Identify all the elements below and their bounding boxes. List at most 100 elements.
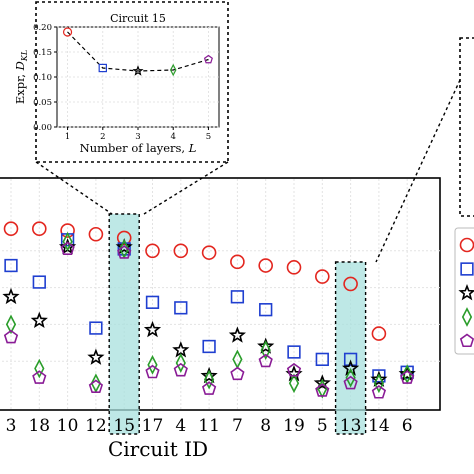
inset-y-tick-label: 0.00 — [33, 123, 52, 133]
diamond-marker — [90, 373, 102, 394]
diamond-marker — [119, 239, 130, 259]
diamond-marker — [175, 353, 186, 373]
x-tick-label: 3 — [6, 416, 17, 436]
pentagon-marker — [315, 383, 330, 397]
circle-marker — [286, 260, 302, 275]
circle-marker — [116, 230, 132, 246]
main-x-axis-label: Circuit ID — [108, 437, 208, 461]
square-marker — [89, 321, 103, 335]
star-marker — [228, 326, 247, 343]
inset-frame — [35, 1, 229, 163]
main-grid — [0, 179, 440, 409]
pentagon-marker — [117, 245, 132, 259]
x-tick-label: 12 — [85, 416, 107, 436]
diamond-marker — [373, 373, 385, 394]
star-marker — [200, 366, 218, 384]
right-inset-frame — [459, 37, 474, 217]
circle-marker — [3, 221, 19, 237]
inset-y-tick-label: 0.20 — [33, 23, 52, 33]
diamond-marker — [34, 358, 45, 379]
main-x-tick-labels: 3 18 10 12 15 17 4 11 7 8 19 5 13 14 6 — [6, 416, 413, 436]
circle-marker — [343, 276, 358, 292]
legend-star-marker — [458, 283, 474, 301]
legend-square-marker — [460, 262, 474, 276]
pentagon-marker — [400, 370, 415, 384]
inset-x-tick-label: 5 — [206, 132, 211, 142]
pentagon-marker — [286, 362, 302, 377]
square-marker — [202, 339, 216, 354]
inset-y-tick-label: 0.05 — [33, 98, 52, 108]
pentagon-marker — [343, 375, 358, 390]
inset-circle-marker — [62, 27, 73, 37]
pentagon-marker — [201, 381, 217, 395]
diamond-marker — [203, 369, 215, 390]
diamond-marker — [260, 340, 271, 361]
x-tick-label: 10 — [57, 416, 79, 436]
inset-tick-labels: 0.00 0.05 0.10 0.15 0.20 1 2 3 4 5 — [33, 23, 211, 142]
x-tick-label: 8 — [260, 416, 271, 436]
pentagon-marker — [371, 384, 387, 399]
highlight-band — [334, 261, 367, 435]
inset-y-tick-label: 0.10 — [33, 73, 52, 83]
x-tick-label: 15 — [113, 416, 135, 436]
x-tick-label: 4 — [175, 416, 186, 436]
x-tick-label: 6 — [402, 416, 413, 436]
right-callout-line — [375, 79, 461, 263]
star-marker — [341, 359, 360, 376]
inset-x-tick-label: 3 — [135, 132, 140, 142]
square-marker — [117, 242, 131, 256]
square-marker — [4, 258, 18, 273]
inset-x-axis-label: Number of layers, L — [80, 141, 197, 155]
diamond-marker — [5, 314, 17, 335]
x-tick-label: 18 — [28, 416, 50, 436]
main-plot-frame — [0, 177, 441, 411]
inset-marks — [62, 27, 213, 77]
x-tick-label: 19 — [283, 416, 305, 436]
circle-marker — [371, 326, 387, 341]
star-marker — [30, 311, 48, 329]
pentagon-marker — [60, 241, 75, 256]
inset-diamond-marker — [169, 63, 177, 77]
legend-diamond-marker — [461, 307, 473, 327]
star-marker — [172, 341, 190, 358]
inset-y-axis-label: Expr, DKL — [13, 50, 29, 104]
pentagon-marker — [230, 366, 245, 381]
inset-callout-line — [35, 161, 113, 215]
x-tick-label: 7 — [232, 416, 243, 436]
inset-star-marker — [132, 65, 144, 76]
pentagon-marker — [145, 364, 160, 379]
pentagon-marker — [3, 329, 19, 344]
square-marker — [287, 345, 301, 359]
square-marker — [174, 301, 188, 315]
square-marker — [32, 275, 46, 289]
pentagon-marker — [88, 379, 104, 394]
circle-marker — [88, 226, 104, 242]
star-marker — [370, 370, 388, 387]
right-inset-callout — [375, 37, 474, 263]
main-plot: 3 18 10 12 15 17 4 11 7 8 19 5 13 14 6 Circuit ID — [0, 177, 441, 461]
inset-trend-line — [67, 31, 209, 72]
diamond-marker — [147, 355, 158, 375]
star-marker — [398, 365, 416, 382]
x-tick-label: 14 — [368, 416, 390, 436]
diamond-marker — [288, 373, 300, 394]
square-marker — [259, 303, 273, 317]
x-tick-label: 17 — [142, 416, 164, 436]
star-marker — [257, 337, 275, 354]
inset-title: Circuit 15 — [110, 12, 166, 25]
inset-square-marker — [98, 63, 107, 73]
star-marker — [313, 374, 331, 391]
circle-marker — [31, 221, 47, 237]
circle-marker — [145, 243, 160, 259]
inset-callout-line — [143, 161, 229, 215]
inset-x-tick-label: 1 — [65, 132, 70, 142]
x-tick-label: 11 — [198, 416, 220, 436]
x-tick-label: 5 — [317, 416, 328, 436]
main-marks — [2, 221, 416, 399]
diamond-marker — [402, 364, 413, 384]
pentagon-marker — [173, 362, 188, 377]
circle-marker — [258, 258, 274, 273]
pentagon-marker — [258, 353, 273, 368]
square-marker — [230, 290, 245, 304]
